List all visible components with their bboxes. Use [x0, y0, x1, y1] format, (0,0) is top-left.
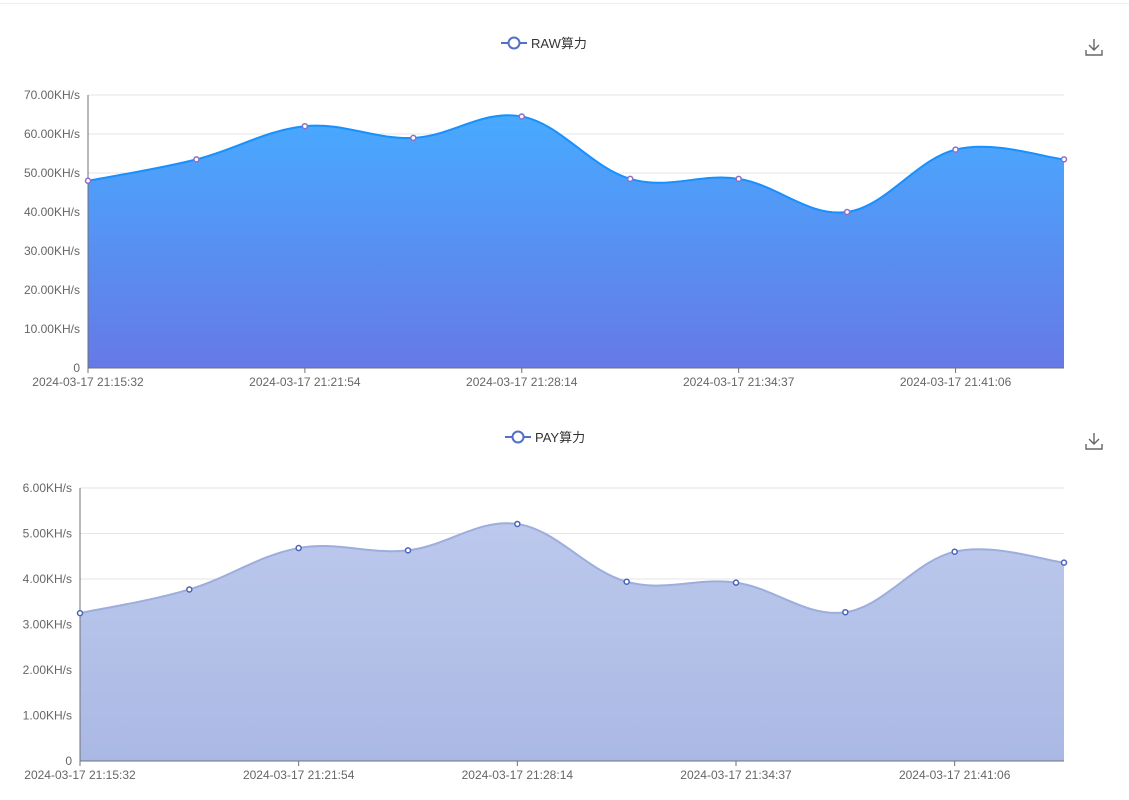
raw-legend[interactable]: RAW算力 [501, 33, 587, 52]
data-point[interactable] [410, 134, 417, 142]
x-tick-label: 2024-03-17 21:41:06 [899, 768, 1011, 782]
y-tick-label: 4.00KH/s [23, 572, 72, 586]
series-area [80, 523, 1064, 761]
data-point[interactable] [952, 146, 959, 153]
x-tick-label: 2024-03-17 21:28:14 [462, 768, 574, 782]
y-tick-label: 30.00KH/s [24, 244, 80, 258]
series-line [87, 114, 1065, 214]
data-point[interactable] [1060, 559, 1068, 566]
y-tick-label: 0 [73, 361, 80, 375]
y-tick-label: 60.00KH/s [24, 127, 80, 141]
data-point[interactable] [76, 609, 84, 617]
data-point[interactable] [732, 579, 740, 586]
y-tick-label: 5.00KH/s [23, 527, 72, 541]
raw-hashrate-chart-panel: RAW算力 0 10.00KH/s 20.00KH/s 30.00KH/s 40.00K… [0, 0, 1129, 395]
pay-legend[interactable]: PAY算力 [505, 427, 585, 446]
x-tick-label: 2024-03-17 21:21:54 [243, 768, 355, 782]
y-tick-label: 6.00KH/s [23, 481, 72, 495]
data-point[interactable] [193, 156, 200, 163]
pay-hashrate-chart-panel: PAY算力 0 1.00KH/s 2.00KH/s 3.00KH/s 4.00KH/s 5… [0, 395, 1129, 800]
x-tick-label: 2024-03-17 21:34:37 [680, 768, 792, 782]
pay-hashrate-area-chart: 0 1.00KH/s 2.00KH/s 3.00KH/s 4.00KH/s 5.00KH/… [23, 481, 1068, 782]
y-tick-label: 40.00KH/s [24, 205, 80, 219]
x-tick-label: 2024-03-17 21:21:54 [249, 375, 361, 389]
x-tick-label: 2024-03-17 21:28:14 [466, 375, 578, 389]
top-divider [0, 3, 1129, 4]
y-tick-label: 2.00KH/s [23, 663, 72, 677]
pay-legend-label: PAY算力 [535, 430, 586, 445]
raw-legend-label: RAW算力 [531, 36, 587, 51]
legend-circle-line-icon [501, 36, 527, 49]
data-point[interactable] [186, 586, 193, 593]
legend-circle-line-icon [505, 430, 531, 443]
x-tick-label: 2024-03-17 21:15:32 [24, 768, 136, 782]
data-point[interactable] [735, 175, 742, 183]
download-icon[interactable] [1085, 38, 1103, 56]
data-point[interactable] [843, 208, 851, 216]
data-point[interactable] [295, 544, 302, 552]
y-tick-label: 0 [65, 754, 72, 768]
y-tick-label: 50.00KH/s [24, 166, 80, 180]
y-tick-label: 20.00KH/s [24, 283, 80, 297]
x-tick-label: 2024-03-17 21:15:32 [32, 375, 144, 389]
y-tick-label: 1.00KH/s [23, 709, 72, 723]
y-tick-label: 10.00KH/s [24, 322, 80, 336]
raw-hashrate-area-chart: 0 10.00KH/s 20.00KH/s 30.00KH/s 40.00KH/s 50.… [24, 88, 1068, 389]
x-tick-label: 2024-03-17 21:34:37 [683, 375, 795, 389]
data-point[interactable] [301, 122, 309, 130]
download-icon[interactable] [1085, 432, 1103, 450]
x-tick-label: 2024-03-17 21:41:06 [900, 375, 1012, 389]
data-point[interactable] [842, 608, 849, 616]
data-point[interactable] [514, 520, 521, 528]
y-tick-label: 70.00KH/s [24, 88, 80, 102]
data-point[interactable] [951, 548, 958, 555]
data-point[interactable] [626, 175, 634, 183]
series-line [79, 522, 1065, 615]
data-point[interactable] [518, 113, 526, 120]
series-area [88, 115, 1064, 368]
y-tick-label: 3.00KH/s [23, 618, 72, 632]
data-point[interactable] [623, 578, 630, 585]
data-point[interactable] [404, 547, 412, 554]
data-point[interactable] [84, 177, 92, 185]
data-point[interactable] [1060, 156, 1068, 163]
